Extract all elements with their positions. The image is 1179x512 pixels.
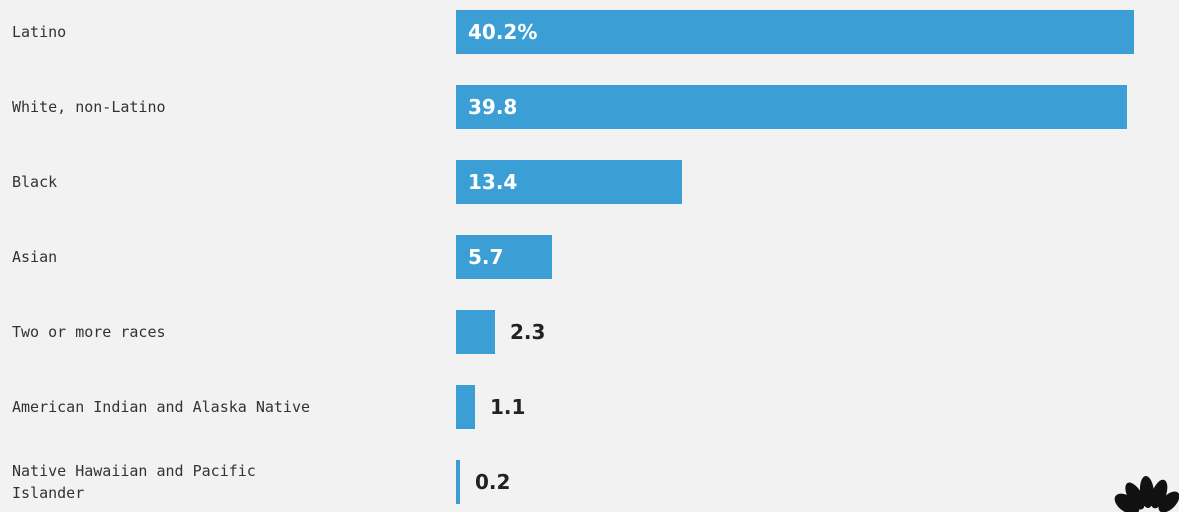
value-label: 39.8 [468,95,517,119]
value-label: 1.1 [490,395,525,419]
value-label: 5.7 [468,245,503,269]
category-label-line: Two or more races [12,323,166,341]
category-label-line: Black [12,173,57,191]
bar [456,460,460,504]
bar [456,310,495,354]
category-label: Two or more races [12,323,166,341]
value-label: 2.3 [510,320,545,344]
value-label: 0.2 [475,470,510,494]
value-label: 13.4 [468,170,517,194]
category-label: White, non-Latino [12,98,166,116]
nbc-peacock-icon [1109,470,1179,512]
category-label: American Indian and Alaska Native [12,398,310,416]
category-label-line: Latino [12,23,66,41]
category-label: Latino [12,23,66,41]
category-label-line: Asian [12,248,57,266]
category-label-line: Native Hawaiian and Pacific [12,462,256,480]
category-label-line: White, non-Latino [12,98,166,116]
category-label: Native Hawaiian and Pacific Islander [12,462,256,502]
category-label: Asian [12,248,57,266]
bar [456,385,475,429]
bar [456,85,1127,129]
bar [456,235,552,279]
bar [456,10,1134,54]
value-label: 40.2% [468,20,537,44]
bar [456,160,682,204]
category-label: Black [12,173,57,191]
category-label-line: Islander [12,484,84,502]
category-label-line: American Indian and Alaska Native [12,398,310,416]
